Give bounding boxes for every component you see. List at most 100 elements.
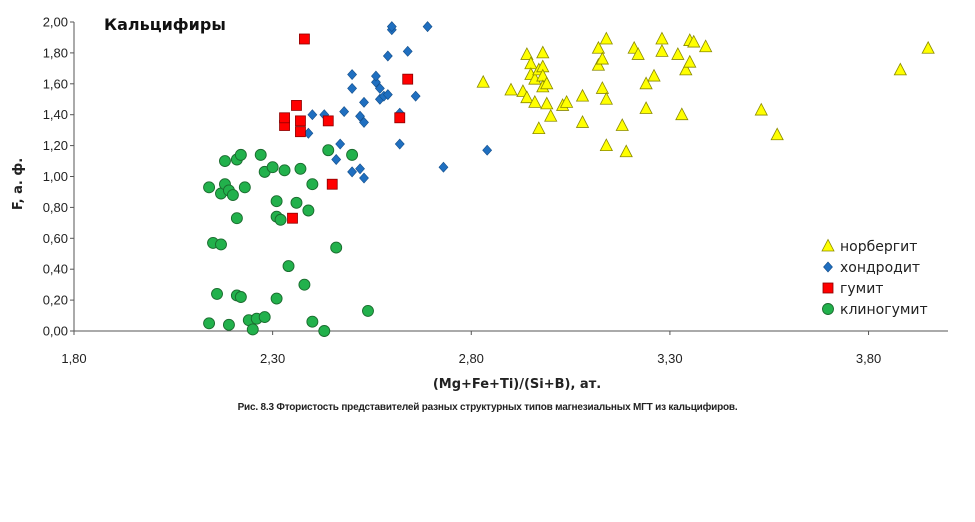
legend-item: норбергит bbox=[821, 238, 917, 255]
series-circle bbox=[203, 144, 374, 337]
data-point-circle bbox=[270, 195, 283, 208]
data-point-diamond bbox=[359, 172, 369, 184]
data-point-square bbox=[295, 126, 306, 138]
data-point-triangle bbox=[687, 34, 701, 48]
data-point-circle bbox=[230, 212, 243, 225]
series-triangle bbox=[476, 31, 935, 158]
data-point-square bbox=[299, 33, 310, 45]
y-tick-label: 0,60 bbox=[43, 231, 68, 246]
data-point-triangle bbox=[615, 118, 629, 131]
y-tick-label: 1,00 bbox=[43, 169, 68, 184]
y-tick-label: 1,20 bbox=[43, 138, 68, 153]
data-point-diamond bbox=[347, 82, 357, 94]
data-point-triangle bbox=[559, 94, 574, 108]
data-point-diamond bbox=[331, 154, 342, 165]
data-point-diamond bbox=[410, 90, 421, 102]
legend-label: клиногумит bbox=[840, 302, 928, 318]
data-point-square bbox=[322, 115, 334, 127]
data-point-diamond bbox=[374, 82, 385, 94]
legend-item: клиногумит bbox=[822, 302, 928, 318]
data-point-diamond bbox=[382, 50, 393, 62]
y-tick-label: 0,40 bbox=[43, 262, 68, 277]
legend-label: норбергит bbox=[840, 239, 917, 255]
figure-caption: Рис. 8.3 Фтористость представителей разн… bbox=[237, 402, 738, 413]
data-point-circle bbox=[266, 161, 279, 174]
data-point-triangle bbox=[675, 107, 689, 121]
data-point-circle bbox=[234, 148, 247, 161]
data-point-square bbox=[291, 100, 302, 111]
data-point-triangle bbox=[532, 121, 546, 135]
data-point-triangle bbox=[893, 62, 907, 76]
data-point-circle bbox=[282, 260, 295, 273]
data-point-circle bbox=[306, 178, 319, 191]
data-point-circle bbox=[302, 204, 315, 217]
x-tick-label: 3,30 bbox=[657, 351, 682, 366]
data-point-diamond bbox=[394, 138, 405, 150]
data-point-triangle bbox=[528, 94, 542, 108]
data-point-triangle bbox=[655, 31, 669, 45]
data-point-triangle bbox=[544, 108, 558, 122]
data-point-diamond bbox=[359, 116, 369, 128]
data-points bbox=[203, 21, 935, 337]
y-axis-ticks: 0,00 0,20 0,40 0,60 0,80 1,00 1,20 1,40 1,60 1,80… bbox=[43, 15, 74, 339]
data-point-circle bbox=[254, 148, 267, 161]
y-tick-label: 0,80 bbox=[43, 200, 68, 215]
data-point-triangle bbox=[520, 47, 534, 60]
data-point-triangle bbox=[536, 45, 550, 59]
data-point-circle bbox=[330, 241, 343, 254]
data-point-circle bbox=[290, 196, 303, 209]
x-tick-label: 1,80 bbox=[61, 351, 86, 366]
data-point-triangle bbox=[595, 51, 610, 65]
x-tick-label: 2,30 bbox=[260, 351, 285, 366]
data-point-triangle bbox=[679, 62, 693, 76]
data-point-triangle bbox=[671, 47, 685, 60]
data-point-diamond bbox=[347, 69, 357, 80]
data-point-square bbox=[287, 212, 298, 224]
x-axis-ticks: 1,80 2,30 2,80 3,30 3,80 bbox=[61, 331, 881, 366]
data-point-square bbox=[295, 115, 306, 127]
data-point-square bbox=[279, 112, 290, 124]
data-point-triangle bbox=[575, 88, 590, 102]
legend-marker-diamond bbox=[823, 261, 833, 273]
data-point-triangle bbox=[655, 43, 669, 57]
x-tick-label: 3,80 bbox=[856, 351, 881, 366]
data-point-circle bbox=[294, 162, 307, 175]
y-tick-label: 1,40 bbox=[43, 107, 68, 122]
data-point-circle bbox=[246, 323, 259, 336]
data-point-circle bbox=[274, 213, 287, 226]
data-point-circle bbox=[298, 278, 311, 291]
series-square bbox=[279, 33, 414, 224]
data-point-triangle bbox=[619, 144, 633, 158]
data-point-circle bbox=[346, 148, 359, 161]
data-point-diamond bbox=[339, 106, 350, 118]
data-point-diamond bbox=[482, 144, 493, 156]
data-point-triangle bbox=[754, 102, 768, 116]
data-point-triangle bbox=[540, 96, 554, 110]
data-point-triangle bbox=[770, 127, 784, 141]
data-point-triangle bbox=[591, 40, 606, 54]
data-point-circle bbox=[238, 181, 251, 194]
series-diamond bbox=[303, 21, 493, 184]
data-point-diamond bbox=[355, 163, 365, 175]
y-tick-label: 0,20 bbox=[43, 293, 68, 308]
data-point-circle bbox=[203, 181, 216, 194]
axes bbox=[73, 22, 948, 332]
data-point-triangle bbox=[595, 81, 610, 94]
data-point-circle bbox=[222, 318, 235, 331]
data-point-triangle bbox=[504, 82, 518, 96]
data-point-circle bbox=[211, 287, 223, 300]
data-point-diamond bbox=[422, 21, 433, 33]
data-point-diamond bbox=[438, 161, 449, 173]
data-point-triangle bbox=[921, 40, 935, 54]
legend-label: гумит bbox=[840, 281, 883, 297]
data-point-triangle bbox=[599, 138, 614, 152]
y-tick-label: 0,00 bbox=[43, 324, 68, 339]
legend: норбергит хондродит гумит клиногумит bbox=[821, 238, 928, 318]
data-point-circle bbox=[203, 317, 216, 330]
data-point-triangle bbox=[699, 39, 713, 53]
data-point-diamond bbox=[359, 96, 369, 108]
data-point-circle bbox=[270, 292, 283, 305]
data-point-circle bbox=[318, 325, 331, 337]
data-point-triangle bbox=[683, 54, 697, 68]
data-point-circle bbox=[234, 291, 247, 303]
